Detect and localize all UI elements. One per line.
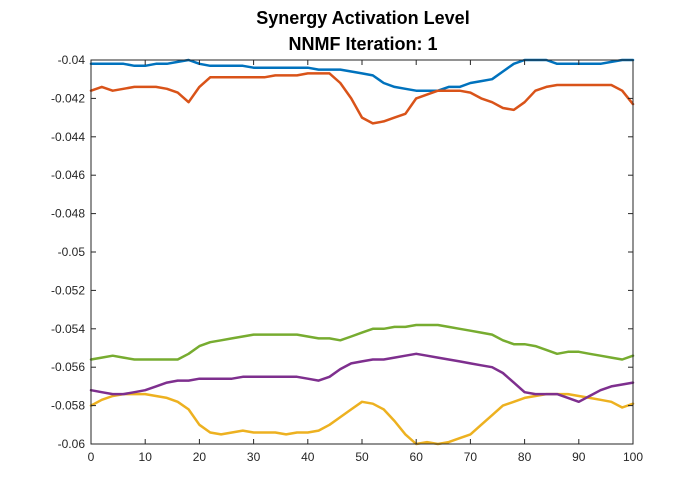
x-tick-label: 80 — [518, 450, 532, 464]
series-line-4 — [89, 352, 635, 404]
y-tick-label: -0.048 — [51, 207, 85, 221]
y-tick-label: -0.06 — [58, 437, 86, 451]
y-tick-label: -0.052 — [51, 283, 85, 297]
y-tick-label: -0.04 — [58, 53, 86, 67]
x-tick-label: 40 — [301, 450, 315, 464]
x-axis: 0 10 20 30 40 50 60 70 80 90 100 — [88, 60, 643, 464]
y-tick-label: -0.056 — [51, 360, 85, 374]
x-tick-label: 60 — [410, 450, 424, 464]
y-tick-label: -0.046 — [51, 168, 85, 182]
x-tick-label: 30 — [247, 450, 261, 464]
chart-title: Synergy Activation Level — [256, 8, 469, 28]
y-tick-label: -0.044 — [51, 130, 85, 144]
x-tick-label: 20 — [193, 450, 207, 464]
x-tick-label: 90 — [572, 450, 586, 464]
series-line-5 — [89, 323, 635, 361]
y-tick-label: -0.05 — [58, 245, 86, 259]
series-line-2 — [89, 72, 635, 125]
x-tick-label: 50 — [355, 450, 369, 464]
y-tick-label: -0.054 — [51, 322, 85, 336]
y-axis: -0.06 -0.058 -0.056 -0.054 -0.052 -0.05 -0.048… — [51, 53, 633, 451]
chart-subtitle: NNMF Iteration: 1 — [288, 34, 437, 54]
x-tick-label: 70 — [464, 450, 478, 464]
y-tick-label: -0.058 — [51, 399, 85, 413]
x-tick-label: 0 — [88, 450, 95, 464]
x-tick-label: 10 — [139, 450, 153, 464]
y-tick-label: -0.042 — [51, 91, 85, 105]
x-tick-label: 100 — [623, 450, 643, 464]
